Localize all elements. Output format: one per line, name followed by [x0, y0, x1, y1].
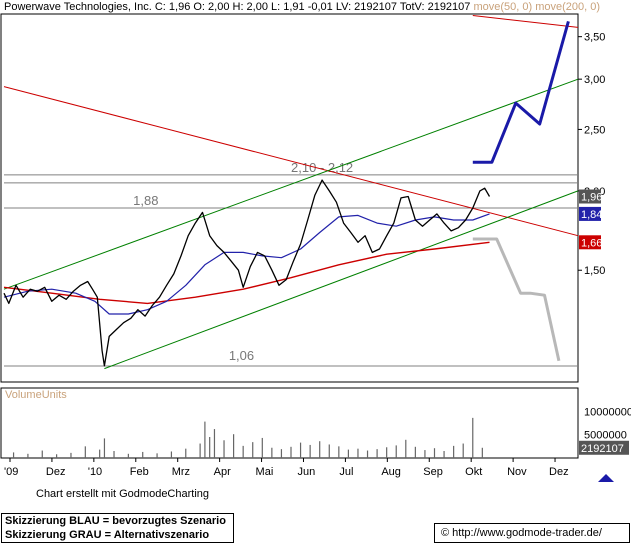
level-label-0: 2,10 - 2,12 [291, 160, 353, 175]
channel-lower-line [104, 190, 579, 370]
x-tick-label-3: Feb [130, 466, 149, 478]
scenario-legend: Skizzierung BLAU = bevorzugtes Szenario … [1, 513, 234, 543]
level-label-1: 1,88 [133, 193, 158, 208]
copyright-link[interactable]: © http://www.godmode-trader.de/ [434, 523, 630, 543]
x-tick-label-10: Sep [423, 466, 443, 478]
volume-badge-bg [579, 440, 629, 455]
moving-average-label: move(50, 0) move(200, 0) [473, 1, 601, 13]
x-tick-label-5: Apr [214, 466, 231, 478]
x-tick-label-7: Jun [297, 466, 315, 478]
x-tick-label-4: Mrz [172, 466, 190, 478]
volume-tick-label-1: 5000000 [584, 430, 627, 442]
y-tick-label-0: 3,50 [584, 32, 605, 44]
price-badge-bg-0 [579, 189, 601, 204]
y-tick-label-1: 3,00 [584, 74, 605, 86]
price-badge-1: 1,84 [581, 209, 602, 221]
ohlc-values: C: 1,96 O: 2,00 H: 2,00 L: 1,91 -0,01 LV… [154, 1, 471, 13]
level-label-2: 1,06 [229, 348, 254, 363]
x-tick-label-8: Jul [339, 466, 353, 478]
resistance-line-top [472, 15, 579, 28]
x-tick-label-9: Aug [381, 466, 401, 478]
volume-tick-label-0: 10000000 [584, 406, 631, 418]
price-badge-bg-2 [579, 235, 601, 250]
y-tick-label-4: 1,50 [584, 265, 605, 277]
x-tick-label-0: '09 [4, 466, 18, 478]
scenario-grey-line [472, 237, 561, 362]
price-badge-2: 1,66 [581, 237, 602, 249]
x-tick-label-1: Dez [46, 466, 66, 478]
price-panel-frame [0, 13, 579, 383]
price-line [3, 179, 491, 367]
logo-icon [598, 474, 614, 482]
legend-blue-scenario: Skizzierung BLAU = bevorzugtes Szenario [5, 515, 226, 527]
scenario-blue-line [472, 20, 570, 164]
x-tick-label-2: '10 [88, 466, 102, 478]
volume-panel-frame [0, 387, 579, 459]
x-tick-label-11: Okt [465, 466, 482, 478]
x-tick-label-13: Dez [549, 466, 569, 478]
price-badge-bg-1 [579, 206, 601, 221]
chart-header: Powerwave Technologies, Inc. C: 1,96 O: … [4, 1, 600, 13]
y-tick-label-2: 2,50 [584, 124, 605, 136]
x-tick-label-12: Nov [507, 466, 527, 478]
resistance-line [3, 86, 579, 237]
volume-panel-label: VolumeUnits [5, 389, 67, 401]
instrument-name: Powerwave Technologies, Inc. [4, 1, 152, 13]
channel-upper-line [3, 78, 579, 290]
volume-badge: 2192107 [581, 443, 624, 455]
x-tick-label-6: Mai [256, 466, 274, 478]
chart-credit: Chart erstellt mit GodmodeCharting [36, 488, 210, 500]
price-badge-0: 1,96 [581, 191, 602, 203]
ma200-line [3, 241, 490, 305]
legend-grey-scenario: Skizzierung GRAU = Alternativszenario [5, 529, 210, 541]
